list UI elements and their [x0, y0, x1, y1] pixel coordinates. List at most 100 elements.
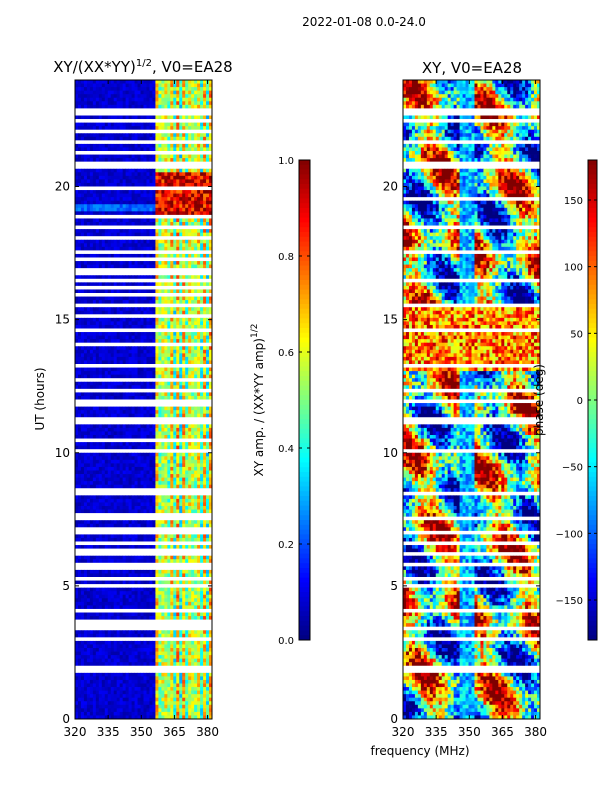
heatmap-cell [185, 321, 189, 326]
heatmap-cell [197, 324, 201, 329]
heatmap-cell [155, 80, 159, 84]
heatmap-cell [185, 349, 189, 354]
heatmap-cell [98, 275, 103, 280]
heatmap-cell [188, 474, 192, 478]
heatmap-cell [167, 385, 171, 390]
heatmap-cell [194, 456, 198, 461]
heatmap-cell [128, 509, 132, 514]
heatmap-cell [125, 122, 130, 127]
heatmap-cell [200, 310, 204, 315]
heatmap-cell [98, 229, 103, 234]
heatmap-cell [131, 509, 135, 514]
heatmap-cell [203, 424, 207, 429]
heatmap-cell [182, 229, 186, 234]
heatmap-cell [89, 445, 94, 450]
heatmap-cell [110, 431, 115, 436]
heatmap-cell [104, 197, 109, 202]
gap-row [75, 328, 212, 333]
heatmap-cell [209, 520, 213, 525]
heatmap-cell [137, 573, 141, 578]
heatmap-cell [182, 594, 186, 599]
heatmap-cell [203, 335, 207, 340]
heatmap-cell [167, 307, 171, 312]
heatmap-cell [113, 335, 118, 340]
heatmap-cell [98, 154, 103, 159]
heatmap-cell [128, 360, 132, 365]
heatmap-cell [83, 190, 88, 194]
heatmap-cell [188, 218, 192, 223]
heatmap-cell [125, 431, 130, 436]
heatmap-cell [104, 335, 109, 340]
heatmap-cell [152, 168, 156, 173]
heatmap-cell [197, 182, 201, 187]
heatmap-cell [164, 466, 168, 471]
heatmap-cell [179, 353, 183, 358]
heatmap-cell [167, 381, 171, 386]
heatmap-cell [104, 360, 109, 365]
heatmap-cell [128, 452, 132, 457]
heatmap-cell [101, 591, 106, 596]
heatmap-cell [104, 502, 109, 507]
heatmap-cell [86, 282, 91, 287]
heatmap-cell [173, 477, 177, 482]
heatmap-cell [75, 346, 79, 351]
heatmap-cell [119, 569, 124, 574]
heatmap-cell [83, 520, 88, 525]
heatmap-cell [77, 360, 82, 365]
heatmap-cell [164, 197, 168, 202]
heatmap-cell [140, 296, 144, 301]
heatmap-cell [83, 101, 88, 106]
heatmap-cell [107, 349, 112, 354]
heatmap-cell [83, 211, 88, 216]
heatmap-cell [95, 392, 100, 397]
heatmap-cell [125, 633, 130, 638]
heatmap-cell [188, 94, 192, 99]
heatmap-cell [77, 431, 82, 436]
heatmap-cell [137, 427, 141, 432]
heatmap-cell [77, 555, 82, 560]
heatmap-cell [161, 97, 165, 102]
heatmap-cell [125, 243, 130, 248]
heatmap-cell [119, 523, 124, 528]
heatmap-cell [128, 630, 132, 635]
heatmap-cell [170, 104, 174, 109]
heatmap-cell [75, 456, 79, 461]
heatmap-cell [200, 222, 204, 226]
heatmap-cell [140, 427, 144, 432]
heatmap-cell [83, 424, 88, 429]
heatmap-cell [176, 495, 180, 500]
heatmap-cell [176, 133, 180, 138]
heatmap-cell [80, 335, 85, 340]
heatmap-cell [110, 197, 115, 202]
heatmap-cell [95, 630, 100, 635]
heatmap-cell [98, 442, 103, 447]
heatmap-cell [119, 612, 124, 617]
heatmap-cell [167, 197, 171, 202]
heatmap-cell [134, 466, 138, 471]
heatmap-cell [98, 253, 103, 258]
heatmap-cell [101, 509, 106, 514]
heatmap-cell [194, 445, 198, 450]
heatmap-cell [143, 381, 147, 386]
heatmap-cell [122, 616, 127, 620]
heatmap-cell [182, 154, 186, 159]
heatmap-cell [83, 261, 88, 265]
heatmap-cell [206, 474, 210, 478]
heatmap-cell [98, 395, 103, 400]
heatmap-cell [206, 410, 210, 415]
heatmap-cell [143, 435, 147, 439]
heatmap-cell [206, 179, 210, 184]
heatmap-cell [185, 413, 189, 418]
heatmap-cell [185, 147, 189, 152]
heatmap-cell [197, 356, 201, 361]
heatmap-cell [188, 158, 192, 163]
figure-suptitle: 2022-01-08 0.0-24.0 [302, 15, 426, 29]
heatmap-cell [200, 474, 204, 478]
heatmap-cell [176, 126, 180, 131]
heatmap-cell [137, 101, 141, 106]
heatmap-cell [155, 545, 159, 549]
heatmap-cell [158, 594, 162, 599]
heatmap-cell [75, 229, 79, 234]
heatmap-cell [77, 190, 82, 194]
heatmap-cell [83, 406, 88, 411]
